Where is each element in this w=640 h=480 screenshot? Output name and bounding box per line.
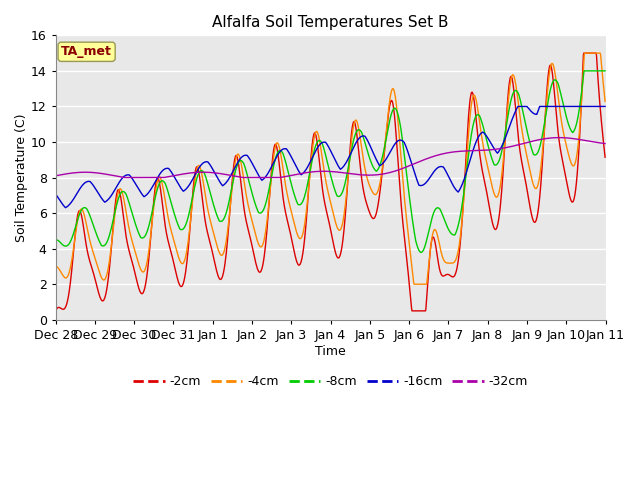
Y-axis label: Soil Temperature (C): Soil Temperature (C): [15, 113, 28, 242]
X-axis label: Time: Time: [316, 345, 346, 358]
Text: TA_met: TA_met: [61, 45, 112, 58]
Legend: -2cm, -4cm, -8cm, -16cm, -32cm: -2cm, -4cm, -8cm, -16cm, -32cm: [128, 370, 533, 393]
Title: Alfalfa Soil Temperatures Set B: Alfalfa Soil Temperatures Set B: [212, 15, 449, 30]
